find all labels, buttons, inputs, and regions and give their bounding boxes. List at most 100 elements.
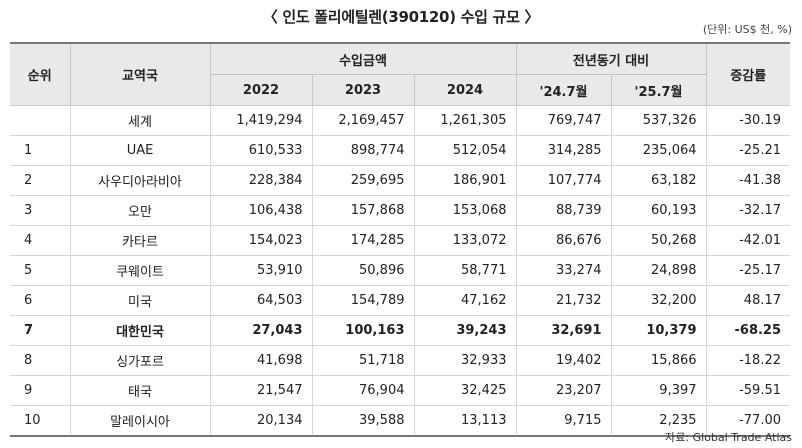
cell-2022: 228,384 [209, 165, 312, 196]
cell-growth: -32.17 [705, 195, 791, 226]
cell-2024: 133,072 [413, 225, 516, 256]
cell-2023: 259,695 [311, 165, 414, 196]
table-row: 세계 1,419,294 2,169,457 1,261,305 769,747 537,… [10, 105, 791, 136]
cell-2407: 314,285 [515, 135, 611, 166]
cell-2407: 88,739 [515, 195, 611, 226]
cell-2024: 1,261,305 [413, 105, 516, 136]
cell-2022: 41,698 [209, 345, 312, 376]
cell-2023: 51,718 [311, 345, 414, 376]
table-row: 5 쿠웨이트 53,910 50,896 58,771 33,274 24,898 -25.1… [10, 255, 791, 286]
table-row: 4 카타르 154,023 174,285 133,072 86,676 50,268 -42… [10, 225, 791, 256]
cell-2507: 9,397 [610, 375, 707, 406]
cell-2507: 32,200 [610, 285, 707, 316]
cell-2023: 174,285 [311, 225, 414, 256]
cell-2024: 13,113 [413, 405, 516, 437]
cell-2407: 86,676 [515, 225, 611, 256]
cell-growth: -25.17 [705, 255, 791, 286]
cell-2024: 153,068 [413, 195, 516, 226]
cell-country: 말레이시아 [69, 405, 210, 437]
cell-2023: 2,169,457 [311, 105, 414, 136]
cell-country: 세계 [69, 105, 210, 136]
cell-2023: 100,163 [311, 315, 414, 346]
cell-2022: 20,134 [209, 405, 312, 437]
cell-2407: 9,715 [515, 405, 611, 437]
table-row: 1 UAE 610,533 898,774 512,054 314,285 235,064-… [10, 135, 791, 166]
cell-growth: -42.01 [705, 225, 791, 256]
table-row: 7 대한민국 27,043 100,163 39,243 32,691 10,379 -68.… [10, 315, 791, 346]
cell-growth: -77.00 [705, 405, 791, 437]
cell-2022: 154,023 [209, 225, 312, 256]
cell-2023: 39,588 [311, 405, 414, 437]
cell-country: 싱가포르 [69, 345, 210, 376]
cell-2507: 50,268 [610, 225, 707, 256]
table-row: 10 말레이시아 20,134 39,588 13,113 9,715 2,235 -77.0… [10, 405, 791, 437]
cell-2407: 769,747 [515, 105, 611, 136]
cell-2023: 157,868 [311, 195, 414, 226]
header-2407: '24.7월 [515, 74, 612, 106]
cell-2507: 63,182 [610, 165, 707, 196]
cell-2022: 610,533 [209, 135, 312, 166]
cell-2507: 24,898 [610, 255, 707, 286]
cell-2024: 47,162 [413, 285, 516, 316]
cell-2022: 106,438 [209, 195, 312, 226]
table-row: 2 사우디아라비아 228,384 259,695 186,901 107,774 63,1… [10, 165, 791, 196]
cell-country: 카타르 [69, 225, 210, 256]
cell-2407: 33,274 [515, 255, 611, 286]
cell-2022: 27,043 [209, 315, 312, 346]
header-2507: '25.7월 [610, 74, 707, 106]
cell-2024: 32,933 [413, 345, 516, 376]
cell-2507: 2,235 [610, 405, 707, 437]
header-rank: 순위 [10, 42, 71, 106]
cell-2024: 58,771 [413, 255, 516, 286]
cell-2023: 76,904 [311, 375, 414, 406]
table-row: 9 태국 21,547 76,904 32,425 23,207 9,397 -59.51 [10, 375, 791, 406]
cell-growth: -68.25 [705, 315, 791, 346]
cell-growth: -41.38 [705, 165, 791, 196]
cell-rank: 2 [10, 165, 70, 196]
cell-country: 쿠웨이트 [69, 255, 210, 286]
cell-rank: 9 [10, 375, 70, 406]
table-row: 6 미국 64,503 154,789 47,162 21,732 32,200 48.17 [10, 285, 791, 316]
cell-2024: 39,243 [413, 315, 516, 346]
cell-growth: -59.51 [705, 375, 791, 406]
cell-growth: 48.17 [705, 285, 791, 316]
cell-2507: 235,064 [610, 135, 707, 166]
cell-2407: 107,774 [515, 165, 611, 196]
cell-rank: 1 [10, 135, 70, 166]
cell-2507: 60,193 [610, 195, 707, 226]
cell-2407: 23,207 [515, 375, 611, 406]
cell-rank: 6 [10, 285, 70, 316]
cell-growth: -18.22 [705, 345, 791, 376]
cell-2024: 512,054 [413, 135, 516, 166]
cell-2407: 21,732 [515, 285, 611, 316]
header-2022: 2022 [210, 74, 313, 106]
cell-2507: 10,379 [610, 315, 707, 346]
header-growth: 증감률 [705, 42, 791, 106]
cell-country: 사우디아라비아 [69, 165, 210, 196]
unit-note: (단위: US$ 천, %) [702, 23, 792, 36]
cell-2407: 19,402 [515, 345, 611, 376]
cell-2022: 21,547 [209, 375, 312, 406]
header-import-amount: 수입금액 [209, 42, 517, 75]
cell-country: 오만 [69, 195, 210, 226]
cell-2507: 15,866 [610, 345, 707, 376]
cell-country: 대한민국 [69, 315, 210, 346]
cell-growth: -25.21 [705, 135, 791, 166]
cell-country: 태국 [69, 375, 210, 406]
cell-rank [10, 105, 70, 136]
header-2023: 2023 [311, 74, 415, 106]
cell-2024: 32,425 [413, 375, 516, 406]
cell-2022: 64,503 [209, 285, 312, 316]
cell-growth: -30.19 [705, 105, 791, 136]
cell-rank: 7 [10, 315, 70, 346]
cell-rank: 5 [10, 255, 70, 286]
header-2024: 2024 [413, 74, 517, 106]
cell-country: 미국 [69, 285, 210, 316]
cell-2023: 898,774 [311, 135, 414, 166]
cell-rank: 4 [10, 225, 70, 256]
cell-2407: 32,691 [515, 315, 611, 346]
cell-country: UAE [69, 135, 210, 166]
cell-rank: 8 [10, 345, 70, 376]
cell-2507: 537,326 [610, 105, 707, 136]
cell-rank: 10 [10, 405, 70, 437]
